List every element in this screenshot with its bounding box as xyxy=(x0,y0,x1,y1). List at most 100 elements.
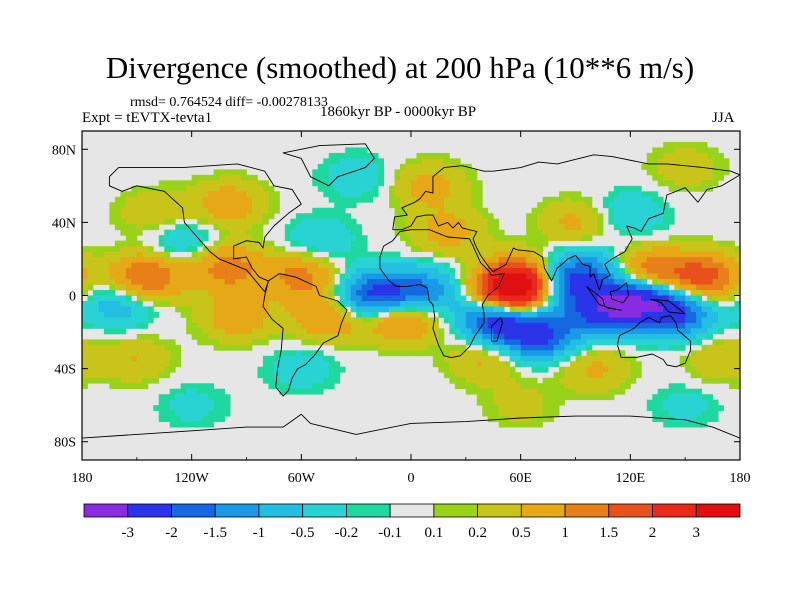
field-cell xyxy=(734,350,740,357)
field-cell xyxy=(707,350,713,357)
field-cell xyxy=(312,383,319,390)
field-cell xyxy=(537,306,543,313)
field-cell xyxy=(663,388,670,395)
field-cell xyxy=(339,339,346,346)
field-cell xyxy=(438,268,445,274)
field-cell xyxy=(389,279,395,285)
field-cell xyxy=(493,284,500,291)
field-cell xyxy=(652,202,659,209)
field-cell xyxy=(191,224,198,231)
field-cell xyxy=(679,306,686,313)
field-cell xyxy=(317,163,324,170)
field-cell xyxy=(734,339,740,346)
field-cell xyxy=(164,300,171,307)
field-cell xyxy=(548,202,554,209)
field-cell xyxy=(180,306,187,313)
field-cell xyxy=(356,240,363,247)
field-cell xyxy=(262,317,269,324)
field-cell xyxy=(405,295,412,302)
field-cell xyxy=(334,229,341,236)
field-cell xyxy=(394,322,401,329)
field-cell xyxy=(109,377,116,384)
field-cell xyxy=(482,383,489,390)
field-cell xyxy=(723,268,730,274)
field-cell xyxy=(230,240,236,247)
field-cell xyxy=(356,174,363,181)
field-cell xyxy=(668,394,675,401)
field-cell xyxy=(718,240,724,247)
field-cell xyxy=(136,366,143,373)
field-cell xyxy=(690,240,697,247)
field-cell xyxy=(570,295,576,302)
field-cell xyxy=(405,169,412,176)
field-cell xyxy=(180,405,187,412)
field-cell xyxy=(312,240,319,247)
field-cell xyxy=(394,262,401,269)
field-cell xyxy=(114,284,121,291)
field-cell xyxy=(268,290,275,296)
field-cell xyxy=(251,191,258,198)
field-cell xyxy=(690,399,697,406)
field-cell xyxy=(257,317,264,324)
field-cell xyxy=(416,317,423,324)
field-cell xyxy=(471,366,478,373)
field-cell xyxy=(591,388,598,395)
field-cell xyxy=(619,383,626,390)
field-cell xyxy=(690,394,697,401)
field-cell xyxy=(646,246,653,253)
field-cell xyxy=(334,361,341,368)
field-cell xyxy=(559,279,565,285)
field-cell xyxy=(109,366,116,373)
field-cell xyxy=(213,213,220,220)
field-cell xyxy=(175,202,182,209)
field-cell xyxy=(158,300,165,307)
field-cell xyxy=(537,284,543,291)
field-cell xyxy=(580,383,587,390)
field-cell xyxy=(674,344,681,351)
field-cell xyxy=(394,202,401,209)
field-cell xyxy=(696,273,703,280)
field-cell xyxy=(613,355,620,362)
field-cell xyxy=(487,317,494,324)
field-cell xyxy=(674,300,681,307)
field-cell xyxy=(295,388,302,395)
field-cell xyxy=(597,295,604,302)
field-cell xyxy=(641,300,648,307)
field-cell xyxy=(312,290,319,296)
field-cell xyxy=(553,333,560,340)
field-cell xyxy=(147,218,154,225)
field-cell xyxy=(421,322,428,329)
field-cell xyxy=(493,394,500,401)
field-cell xyxy=(421,229,428,236)
field-cell xyxy=(685,399,692,406)
field-cell xyxy=(394,268,401,274)
field-cell xyxy=(432,213,439,220)
field-cell xyxy=(542,333,549,340)
field-cell xyxy=(504,344,511,351)
field-cell xyxy=(87,295,94,302)
field-cell xyxy=(421,196,428,203)
field-cell xyxy=(279,328,286,335)
field-cell xyxy=(219,306,225,313)
field-cell xyxy=(175,388,182,395)
field-cell xyxy=(718,295,724,302)
field-cell xyxy=(306,361,313,368)
field-cell xyxy=(701,355,708,362)
field-cell xyxy=(487,262,494,269)
field-cell xyxy=(630,361,637,368)
field-cell xyxy=(465,191,472,198)
field-cell xyxy=(284,257,291,263)
field-cell xyxy=(361,306,368,313)
field-cell xyxy=(246,317,253,324)
field-cell xyxy=(597,224,604,231)
field-cell xyxy=(619,388,626,395)
field-cell xyxy=(186,306,193,313)
field-cell xyxy=(202,322,209,329)
field-cell xyxy=(219,229,225,236)
field-cell xyxy=(542,394,549,401)
field-cell xyxy=(334,163,341,170)
field-cell xyxy=(679,279,686,285)
field-cell xyxy=(268,306,275,313)
field-cell xyxy=(208,213,214,220)
field-cell xyxy=(421,218,428,225)
